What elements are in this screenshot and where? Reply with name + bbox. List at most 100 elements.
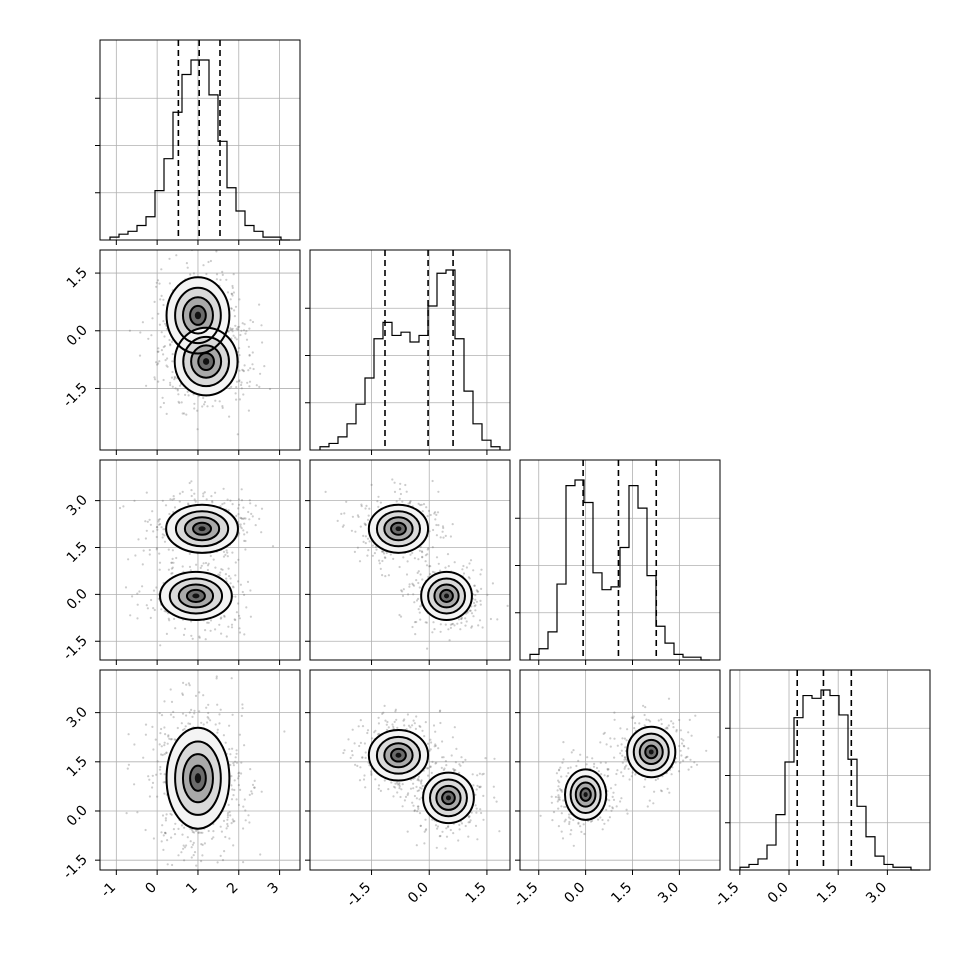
scatter-point	[480, 587, 483, 591]
scatter-point	[464, 758, 467, 762]
scatter-point	[631, 771, 634, 774]
joint-panel-3-0	[99, 669, 301, 871]
scatter-point	[406, 793, 409, 797]
density-contour	[429, 778, 468, 818]
scatter-point	[181, 712, 185, 715]
scatter-point	[421, 556, 424, 559]
scatter-point	[478, 786, 481, 789]
scatter-point	[251, 351, 254, 354]
scatter-point	[233, 309, 236, 312]
scatter-point	[664, 727, 667, 730]
scatter-point	[670, 773, 673, 776]
scatter-point	[232, 844, 235, 847]
scatter-point	[203, 400, 207, 404]
scatter-point	[474, 604, 477, 607]
scatter-point	[240, 772, 243, 775]
scatter-point	[209, 719, 212, 722]
scatter-point	[442, 768, 445, 772]
scatter-point	[195, 829, 198, 833]
scatter-point	[219, 278, 222, 281]
scatter-point	[539, 814, 542, 817]
scatter-point	[557, 798, 560, 801]
xtick-label: 3	[265, 880, 283, 898]
scatter-point	[206, 564, 210, 567]
scatter-point	[261, 341, 264, 344]
scatter-point	[464, 824, 467, 828]
scatter-point	[350, 749, 354, 753]
scatter-point	[185, 844, 188, 847]
scatter-point	[165, 412, 168, 415]
density-region	[395, 752, 402, 758]
scatter-point	[248, 385, 251, 388]
scatter-point	[163, 345, 166, 348]
scatter-point	[564, 818, 567, 821]
scatter-point	[357, 725, 360, 728]
scatter-point	[171, 353, 174, 356]
scatter-point	[556, 789, 559, 792]
scatter-point	[210, 837, 214, 840]
scatter-point	[171, 566, 174, 569]
scatter-point	[418, 724, 421, 728]
scatter-point	[214, 566, 217, 569]
scatter-point	[557, 796, 560, 799]
scatter-point	[203, 842, 206, 845]
xtick-label: 0.0	[405, 880, 432, 907]
density-contour	[174, 510, 230, 548]
scatter-point	[163, 741, 166, 744]
scatter-point	[452, 767, 455, 771]
scatter-point	[189, 273, 192, 276]
scatter-point	[492, 785, 495, 788]
scatter-point	[471, 773, 474, 776]
scatter-point	[668, 791, 671, 794]
scatter-point	[238, 354, 241, 357]
scatter-point	[178, 492, 182, 495]
scatter-point	[230, 292, 233, 295]
scatter-point	[366, 729, 370, 732]
scatter-point	[225, 549, 228, 552]
scatter-point	[237, 328, 240, 331]
scatter-point	[190, 489, 193, 492]
scatter-point	[188, 684, 191, 687]
scatter-point	[155, 547, 159, 550]
scatter-point	[198, 691, 201, 694]
scatter-point	[148, 548, 151, 552]
scatter-point	[150, 598, 153, 602]
scatter-point	[478, 619, 482, 622]
scatter-point	[382, 711, 385, 714]
scatter-point	[234, 324, 237, 327]
scatter-point	[160, 268, 163, 271]
scatter-point	[623, 756, 627, 759]
scatter-point	[559, 766, 562, 769]
scatter-point	[417, 777, 420, 780]
scatter-point	[482, 794, 485, 798]
scatter-point	[191, 829, 194, 832]
scatter-point	[230, 775, 233, 778]
scatter-point	[226, 498, 229, 501]
scatter-point	[221, 859, 225, 862]
scatter-point	[401, 500, 404, 503]
scatter-point	[666, 787, 669, 790]
scatter-point	[156, 760, 159, 763]
scatter-point	[167, 617, 170, 620]
scatter-point	[405, 490, 408, 493]
scatter-point	[193, 498, 196, 501]
scatter-point	[162, 528, 165, 531]
scatter-point	[181, 565, 184, 568]
scatter-point	[191, 637, 194, 640]
density-contour	[174, 740, 222, 816]
joint-panel-3-2	[519, 669, 721, 871]
scatter-point	[248, 518, 251, 521]
scatter-point	[363, 742, 366, 745]
scatter-point	[198, 636, 201, 639]
scatter-point	[602, 732, 605, 736]
scatter-point	[243, 522, 246, 525]
scatter-point	[409, 500, 412, 503]
scatter-point	[462, 572, 466, 575]
scatter-point	[626, 812, 629, 815]
scatter-point	[241, 590, 244, 594]
scatter-point	[621, 761, 624, 764]
scatter-point	[235, 398, 238, 401]
scatter-point	[133, 499, 136, 502]
density-contour	[185, 588, 206, 603]
scatter-point	[373, 552, 376, 555]
